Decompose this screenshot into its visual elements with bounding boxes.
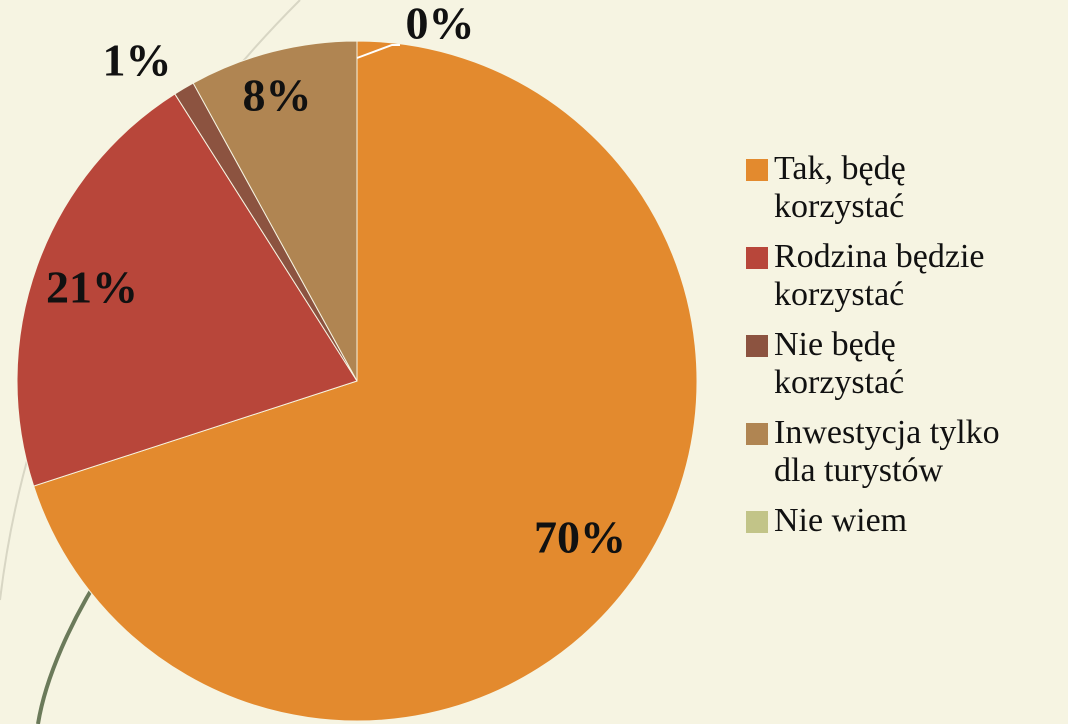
data-label: 0% <box>406 0 475 49</box>
legend-item: Inwestycja tylko dla turystów <box>746 414 1016 490</box>
legend-item: Tak, będę korzystać <box>746 150 1016 226</box>
legend-item: Nie wiem <box>746 502 1016 540</box>
data-label: 21% <box>46 262 138 313</box>
pie-slice <box>16 93 358 487</box>
legend-label: Nie będę korzystać <box>774 326 905 401</box>
legend-swatch <box>746 247 768 269</box>
leader-line <box>356 44 400 59</box>
legend: Tak, będę korzystać Rodzina będzie korzys… <box>746 150 1016 540</box>
legend-swatch <box>746 511 768 533</box>
legend-item: Nie będę korzystać <box>746 326 1016 402</box>
legend-label: Nie wiem <box>774 502 908 539</box>
legend-item: Rodzina będzie korzystać <box>746 238 1016 314</box>
pie <box>16 40 698 722</box>
data-label: 1% <box>103 35 172 86</box>
data-labels: 70% 21% 1% 8% 0% <box>46 0 626 563</box>
data-label: 8% <box>243 70 312 121</box>
data-label: 70% <box>534 512 626 563</box>
legend-swatch <box>746 335 768 357</box>
legend-label: Inwestycja tylko dla turystów <box>774 414 1000 489</box>
pie-slice <box>33 40 698 722</box>
legend-swatch <box>746 159 768 181</box>
pie-slice <box>192 40 358 382</box>
legend-label: Tak, będę korzystać <box>774 150 906 225</box>
legend-swatch <box>746 423 768 445</box>
legend-label: Rodzina będzie korzystać <box>774 238 985 313</box>
